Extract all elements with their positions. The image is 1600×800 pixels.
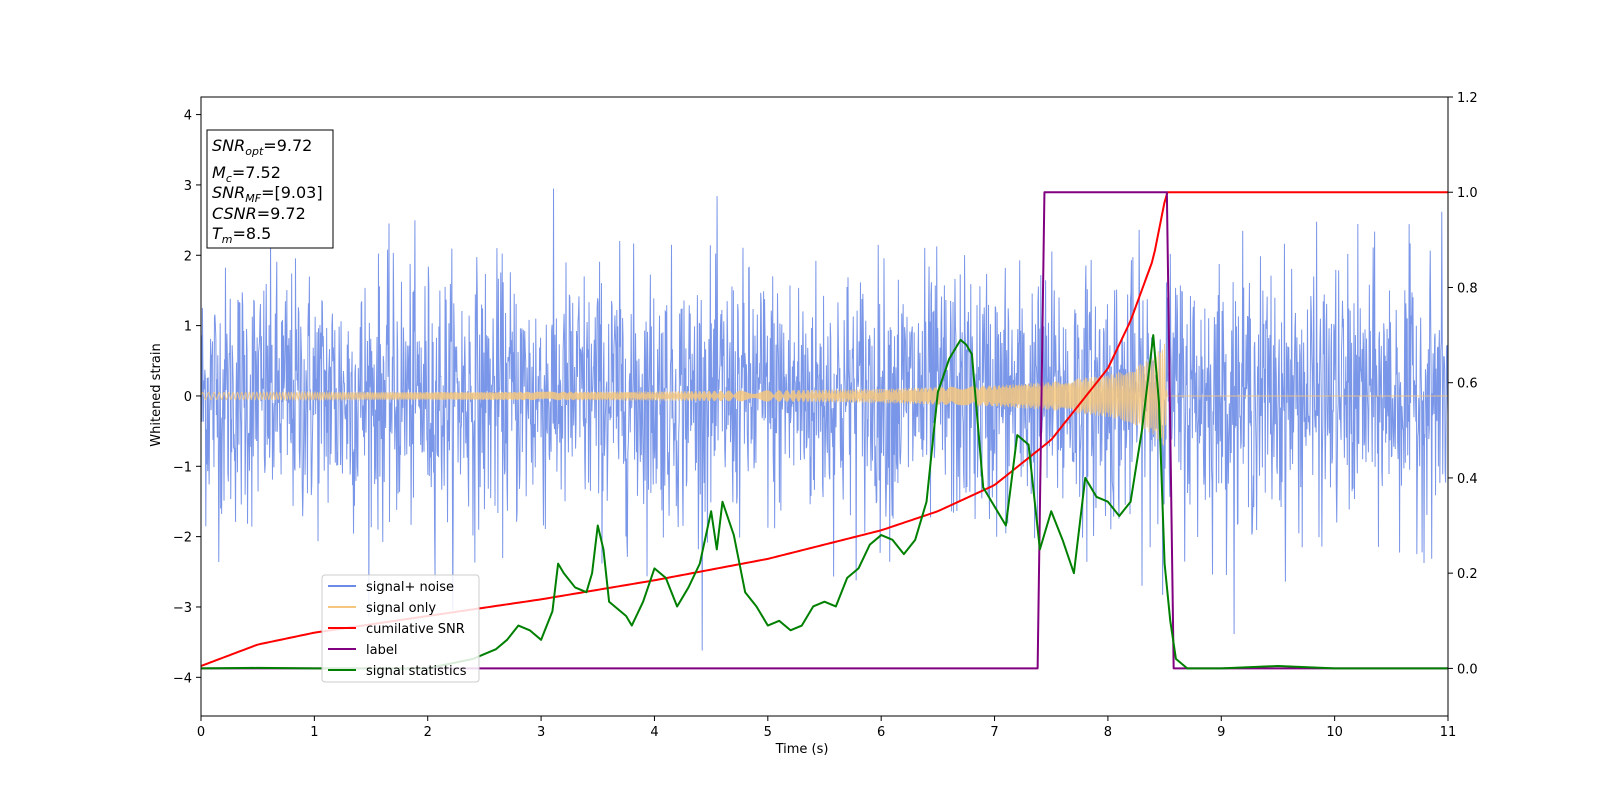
signal-noise-series [200,188,1449,651]
x-tick-label: 11 [1440,725,1457,740]
signal-statistics-line [200,334,1448,670]
y2-tick-label: 1.0 [1457,186,1478,201]
y-tick-label: −1 [173,460,192,475]
legend-label-signal-noise: signal+ noise [366,580,454,595]
x-tick-label: 2 [424,725,432,740]
y2-tick-label: 0.0 [1457,662,1478,677]
x-tick-label: 6 [877,725,885,740]
x-tick-label: 5 [764,725,772,740]
annotation-box: SNRopt=9.72 Mc=7.52 SNRMF=[9.03] CSNR=9.… [206,129,334,249]
legend-label-signal-statistics: signal statistics [366,664,467,679]
y-tick-label: −4 [173,671,192,686]
y2-tick-label: 0.8 [1457,281,1478,296]
x-tick-label: 8 [1104,725,1112,740]
legend-label-label: label [366,643,397,658]
x-axis-label: Time (s) [775,742,829,757]
legend-item-signal-statistics: signal statistics [328,664,467,679]
y-tick-label: 4 [184,109,192,124]
signal-noise-line [200,188,1449,651]
y-tick-label: 3 [184,179,192,194]
legend-item-signal-only: signal only [328,601,436,616]
legend-label-cumulative-snr: cumilative SNR [366,622,465,637]
y-tick-label: 0 [184,390,192,405]
x-tick-label: 7 [990,725,998,740]
y2-tick-label: 0.6 [1457,377,1478,392]
x-tick-label: 9 [1217,725,1225,740]
plot-frame [200,96,1449,717]
y2-tick-label: 1.2 [1457,91,1478,106]
y-tick-label: 1 [184,320,192,335]
legend-item-label: label [328,643,397,658]
legend-item-cumulative-snr: cumilative SNR [328,622,465,637]
annotation-csnr: CSNR=9.72 [212,204,306,223]
y2-tick-label: 0.4 [1457,472,1478,487]
axes: 0 1 2 3 4 5 6 7 8 9 10 11 −4 −3 −2 −1 0 1 2 3 4 0.0 0.2 0.4 0.6 0… [173,91,1478,740]
signal-only-series [200,343,1448,446]
y2-tick-label: 0.2 [1457,567,1478,582]
legend: signal+ noise signal only cumilative SNR… [321,574,480,683]
x-tick-label: 1 [310,725,318,740]
x-tick-label: 4 [650,725,658,740]
legend-item-signal-noise: signal+ noise [328,580,454,595]
x-tick-label: 0 [197,725,205,740]
x-tick-label: 3 [537,725,545,740]
annotation-snr-mf: SNRMF=[9.03] [212,183,323,205]
y-tick-label: 2 [184,249,192,264]
annotation-tm: Tm=8.5 [212,224,271,246]
annotation-mc: Mc=7.52 [212,163,281,185]
y-tick-label: −3 [173,601,192,616]
signal-only-line [200,343,1448,446]
annotation-snr-opt: SNRopt=9.72 [212,136,312,158]
legend-label-signal-only: signal only [366,601,436,616]
x-tick-label: 10 [1326,725,1343,740]
y-tick-label: −2 [173,531,192,546]
y-axis-label: Whitened strain [149,343,164,446]
